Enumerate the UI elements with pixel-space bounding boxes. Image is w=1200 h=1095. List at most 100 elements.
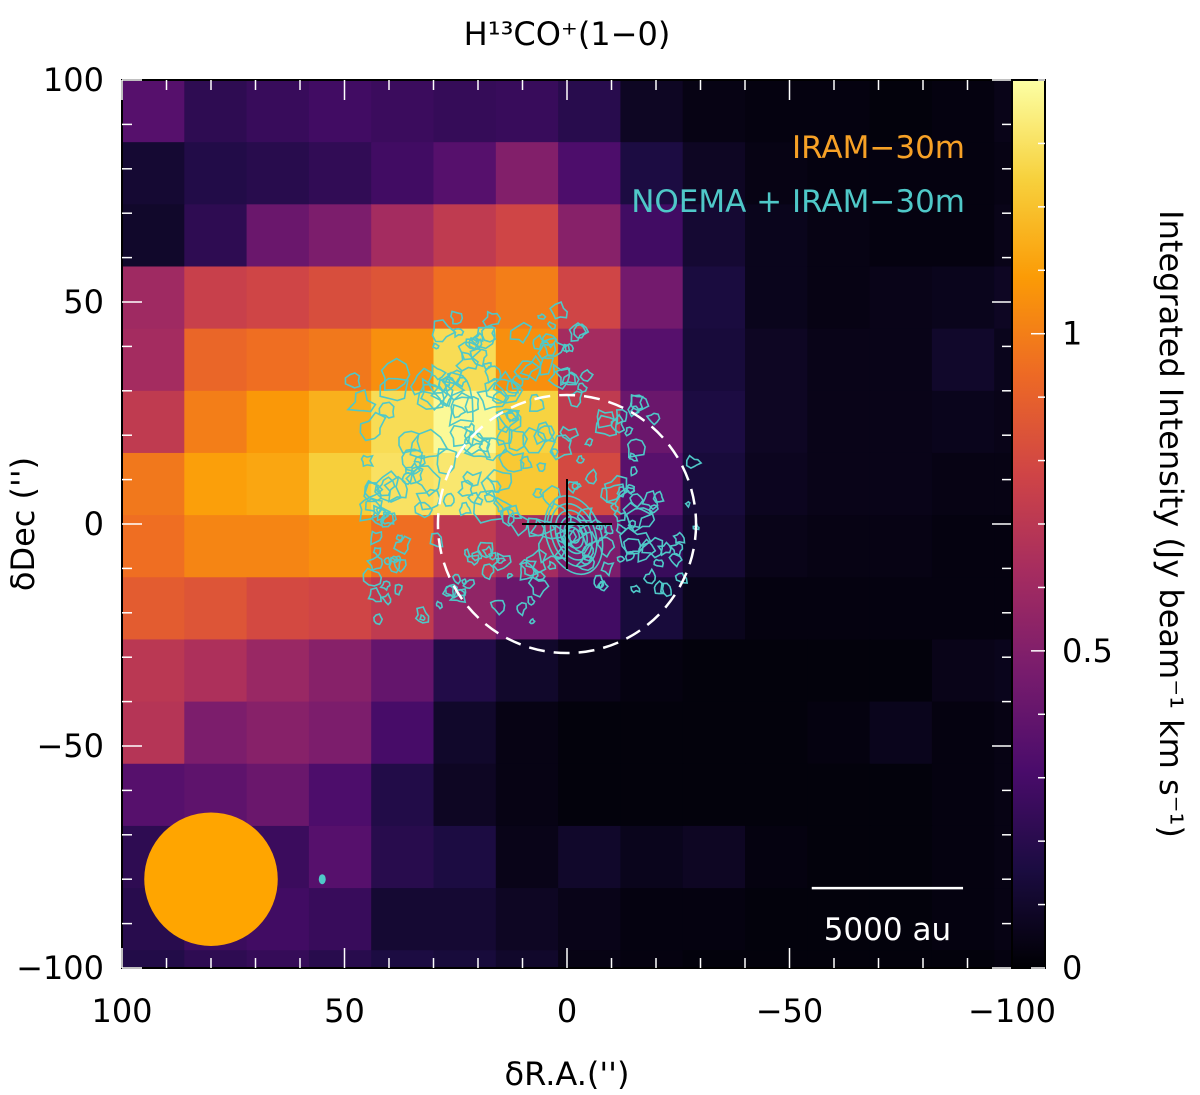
- contour-line: [404, 461, 422, 475]
- x-tick-label: 100: [91, 992, 152, 1030]
- contour-line: [476, 381, 510, 411]
- contour-line: [383, 556, 391, 566]
- heatmap-cell: [620, 577, 684, 641]
- heatmap-cell: [931, 515, 995, 578]
- heatmap-cell: [682, 204, 746, 268]
- heatmap: [122, 80, 1012, 968]
- y-tick-label: 50: [63, 283, 104, 321]
- contour-line: [373, 613, 384, 626]
- heatmap-cell: [495, 950, 559, 968]
- contour-line: [484, 365, 502, 384]
- heatmap-cell: [558, 452, 621, 516]
- heatmap-cell: [246, 80, 310, 143]
- contour-line: [519, 354, 542, 382]
- heatmap-cell: [558, 888, 621, 951]
- heatmap-cell: [308, 142, 372, 205]
- heatmap-cell: [682, 515, 746, 578]
- contour-line: [508, 428, 529, 452]
- contour-line: [516, 601, 528, 617]
- heatmap-cell: [807, 266, 871, 330]
- heatmap-cell: [807, 328, 871, 392]
- heatmap-cell: [308, 577, 372, 641]
- heatmap-cell: [184, 390, 248, 454]
- heatmap-cell: [869, 80, 933, 143]
- heatmap-cell: [869, 888, 933, 951]
- contour-line: [613, 509, 627, 523]
- heatmap-cell: [308, 266, 372, 330]
- heatmap-cell: [745, 639, 808, 703]
- heatmap-cell: [620, 950, 684, 968]
- heatmap-cell: [308, 763, 372, 827]
- contour-line: [584, 468, 598, 485]
- heatmap-cell: [371, 639, 435, 703]
- heatmap-cell: [869, 452, 933, 516]
- contour-line: [528, 617, 536, 625]
- contour-line: [543, 495, 604, 576]
- heatmap-cell: [371, 825, 435, 889]
- contour-line: [576, 507, 593, 522]
- contour-line: [493, 496, 514, 513]
- y-tick-label: −100: [16, 949, 104, 987]
- heatmap-cell: [745, 204, 808, 268]
- contour-line: [457, 479, 474, 497]
- heatmap-cell: [869, 142, 933, 205]
- heatmap-cell: [433, 825, 497, 889]
- contour-line: [413, 455, 426, 467]
- heatmap-cell: [745, 701, 808, 765]
- heatmap-cell: [558, 142, 621, 205]
- heatmap-cell: [433, 763, 497, 827]
- heatmap-cell: [807, 142, 871, 205]
- heatmap-cell: [558, 80, 621, 143]
- heatmap-cell: [869, 639, 933, 703]
- y-tick-label: 100: [43, 61, 104, 99]
- heatmap-cell: [558, 763, 621, 827]
- legend-noema-iram: NOEMA + IRAM−30m: [631, 184, 965, 220]
- heatmap-cell: [620, 266, 684, 330]
- x-tick-label: −50: [756, 992, 824, 1030]
- contour-line: [615, 408, 628, 426]
- heatmap-cell: [745, 452, 808, 516]
- heatmap-cell: [184, 515, 248, 578]
- heatmap-cell: [184, 452, 248, 516]
- contour-line: [431, 342, 440, 350]
- contour-line: [630, 584, 641, 594]
- contour-line: [550, 448, 559, 457]
- contour-line: [360, 454, 375, 468]
- heatmap-cell: [620, 328, 684, 392]
- heatmap-cell: [495, 204, 559, 268]
- contour-line: [414, 606, 430, 624]
- heatmap-cell: [745, 515, 808, 578]
- heatmap-cell: [246, 950, 310, 968]
- contour-line: [380, 511, 395, 526]
- contour-line: [537, 342, 557, 360]
- contour-line: [549, 434, 573, 461]
- contour-line: [659, 582, 673, 598]
- contour-line: [367, 587, 382, 603]
- colorbar: [1011, 79, 1046, 969]
- contour-line: [629, 493, 644, 509]
- heatmap-cell: [433, 204, 497, 268]
- contour-line: [594, 414, 618, 437]
- contour-line: [414, 501, 434, 519]
- heatmap-cell: [994, 577, 1012, 641]
- contour-line: [625, 507, 656, 533]
- heatmap-cell: [246, 639, 310, 703]
- contour-line: [549, 502, 598, 568]
- contour-line: [365, 555, 384, 571]
- heatmap-cell: [246, 763, 310, 827]
- heatmap-cell: [495, 577, 559, 641]
- contour-line: [435, 600, 443, 610]
- contour-line: [616, 555, 626, 563]
- contour-line: [546, 320, 557, 331]
- heatmap-cell: [433, 950, 497, 968]
- contour-line: [415, 488, 441, 511]
- contour-line: [395, 534, 404, 542]
- x-tick-labels: 100 50 0 −50 −100: [91, 992, 1055, 1030]
- heatmap-cell: [807, 763, 871, 827]
- contour-line: [409, 428, 448, 460]
- contour-line: [506, 378, 520, 394]
- heatmap-cell: [931, 825, 995, 889]
- heatmap-cell: [994, 639, 1012, 703]
- heatmap-cell: [745, 888, 808, 951]
- heatmap-cell: [931, 950, 995, 968]
